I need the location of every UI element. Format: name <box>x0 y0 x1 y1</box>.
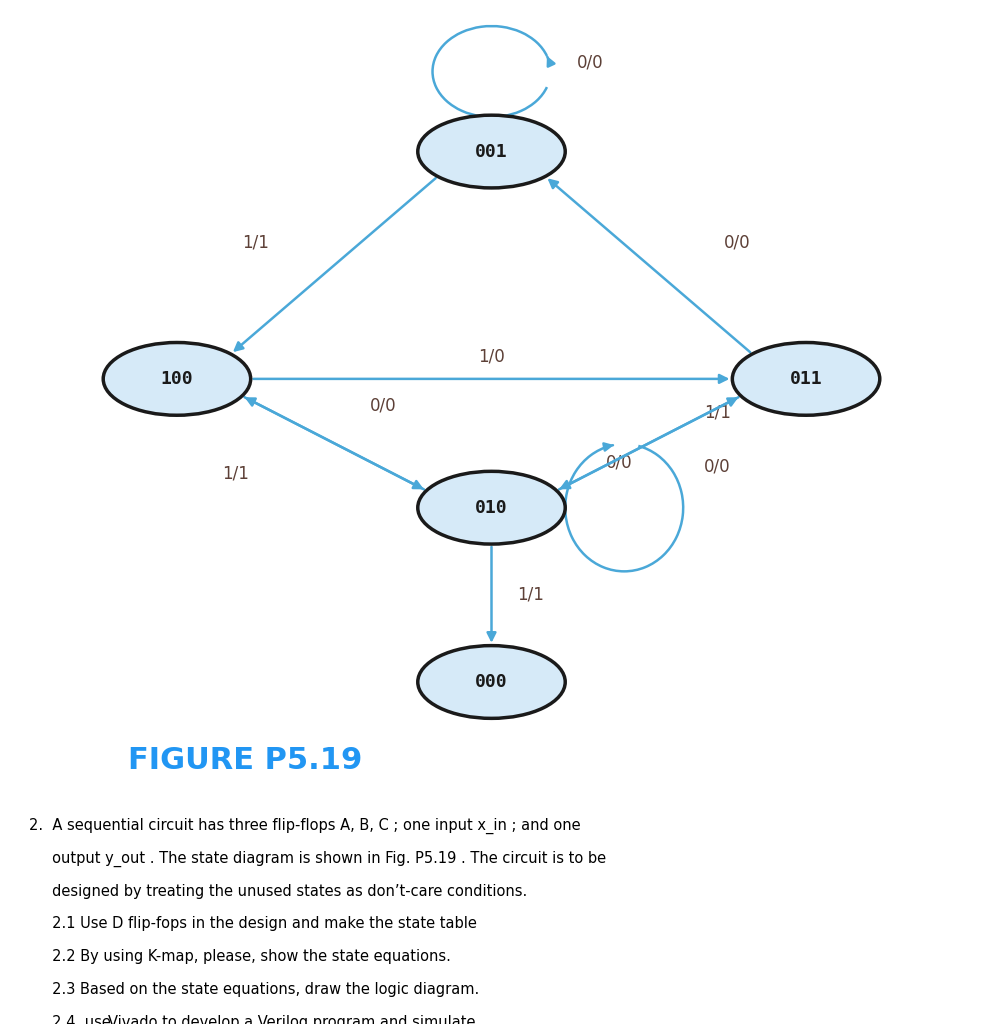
Text: 1/0: 1/0 <box>478 347 505 366</box>
Text: Vivado to develop a Verilog program and simulate: Vivado to develop a Verilog program and … <box>108 1016 476 1024</box>
Text: 1/1: 1/1 <box>704 404 731 422</box>
Ellipse shape <box>103 342 251 416</box>
Ellipse shape <box>418 645 565 719</box>
Text: FIGURE P5.19: FIGURE P5.19 <box>128 745 362 775</box>
Text: 0/0: 0/0 <box>370 396 397 415</box>
Text: 000: 000 <box>475 673 508 691</box>
Text: 0/0: 0/0 <box>723 233 751 252</box>
Ellipse shape <box>732 342 880 416</box>
Text: designed by treating the unused states as don’t-care conditions.: designed by treating the unused states a… <box>29 884 528 898</box>
Text: output y_out . The state diagram is shown in Fig. P5.19 . The circuit is to be: output y_out . The state diagram is show… <box>29 851 607 866</box>
Ellipse shape <box>418 471 565 544</box>
Text: 010: 010 <box>475 499 508 517</box>
Text: 2.4  use: 2.4 use <box>29 1016 116 1024</box>
Text: 2.  A sequential circuit has three flip-flops A, B, C ; one input x_in ; and one: 2. A sequential circuit has three flip-f… <box>29 817 581 834</box>
Text: 2.2 By using K-map, please, show the state equations.: 2.2 By using K-map, please, show the sta… <box>29 949 451 965</box>
Text: 0/0: 0/0 <box>606 454 633 471</box>
Ellipse shape <box>418 115 565 188</box>
Text: 001: 001 <box>475 142 508 161</box>
Text: 011: 011 <box>789 370 823 388</box>
Text: 0/0: 0/0 <box>576 53 604 71</box>
Text: 0/0: 0/0 <box>704 457 731 475</box>
Text: 1/1: 1/1 <box>242 233 269 252</box>
Text: 1/1: 1/1 <box>222 465 250 482</box>
Text: 2.1 Use D flip-fops in the design and make the state table: 2.1 Use D flip-fops in the design and ma… <box>29 916 478 932</box>
Text: 100: 100 <box>160 370 194 388</box>
Text: 2.3 Based on the state equations, draw the logic diagram.: 2.3 Based on the state equations, draw t… <box>29 982 480 997</box>
Text: 1/1: 1/1 <box>517 586 545 604</box>
